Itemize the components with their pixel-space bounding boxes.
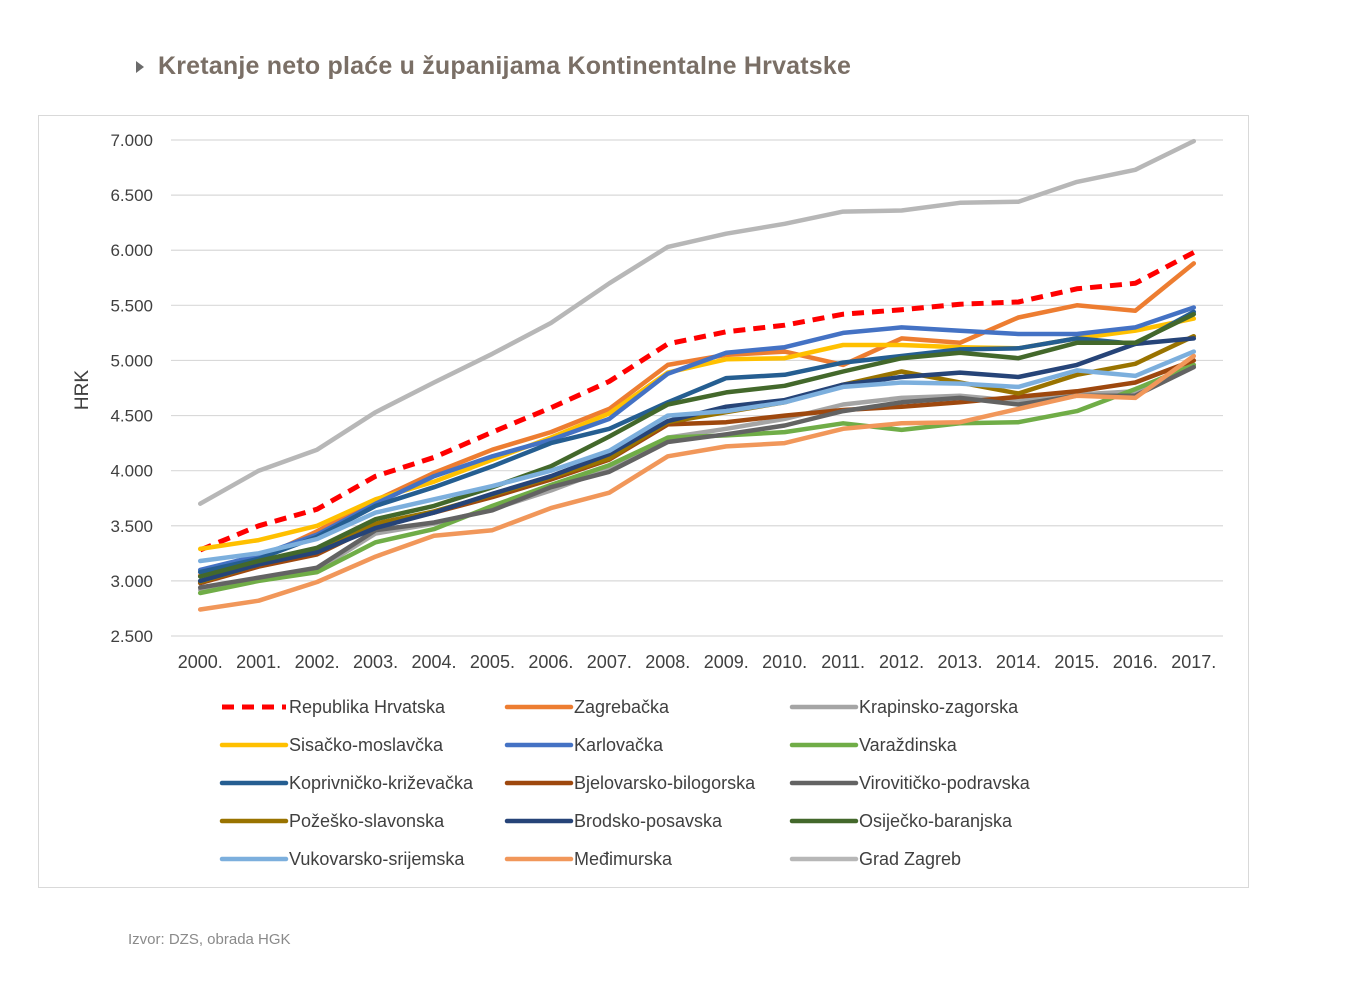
- legend-label: Koprivničko-križevačka: [289, 773, 474, 793]
- series-lines: [197, 138, 1197, 612]
- source-note: Izvor: DZS, obrada HGK: [128, 931, 291, 948]
- legend-label: Republika Hrvatska: [289, 697, 446, 717]
- x-tick-label: 2007.: [587, 652, 632, 672]
- y-tick-label: 6.500: [110, 186, 153, 205]
- x-tick-label: 2004.: [411, 652, 456, 672]
- y-tick-label: 5.000: [110, 351, 153, 370]
- x-tick-label: 2001.: [236, 652, 281, 672]
- legend-label: Zagrebačka: [574, 697, 670, 717]
- x-tick-label: 2012.: [879, 652, 924, 672]
- y-axis-ticks: 2.500 3.000 3.500 4.000 4.500 5.000 5.500 6.000…: [110, 131, 153, 646]
- chart-title: Kretanje neto plaće u županijama Kontine…: [158, 52, 852, 80]
- series-line: [197, 364, 1197, 590]
- legend-label: Osiječko-baranjska: [859, 811, 1013, 831]
- legend-label: Međimurska: [574, 849, 673, 869]
- series-line: [197, 311, 1197, 579]
- y-tick-label: 6.000: [110, 241, 153, 260]
- legend-label: Vukovarsko-srijemska: [289, 849, 465, 869]
- x-tick-label: 2017.: [1171, 652, 1216, 672]
- x-tick-label: 2003.: [353, 652, 398, 672]
- series-line: [197, 362, 1197, 592]
- legend-label: Brodsko-posavska: [574, 811, 723, 831]
- series-line: [197, 333, 1197, 585]
- x-tick-label: 2010.: [762, 652, 807, 672]
- y-axis-label: HRK: [72, 370, 93, 410]
- y-tick-label: 4.500: [110, 407, 153, 426]
- legend-label: Karlovačka: [574, 735, 664, 755]
- legend-label: Virovitičko-podravska: [859, 773, 1031, 793]
- x-tick-label: 2016.: [1113, 652, 1158, 672]
- x-tick-label: 2013.: [937, 652, 982, 672]
- y-tick-label: 2.500: [110, 627, 153, 646]
- caret-right-icon: [136, 60, 144, 73]
- legend-label: Krapinsko-zagorska: [859, 697, 1019, 717]
- y-tick-label: 5.500: [110, 296, 153, 315]
- legend-label: Požeško-slavonska: [289, 811, 445, 831]
- y-tick-label: 3.000: [110, 572, 153, 591]
- chart-frame: [38, 115, 1249, 888]
- legend-label: Bjelovarsko-bilogorska: [574, 773, 756, 793]
- series-line: [199, 250, 1195, 553]
- chart-title-row: Kretanje neto plaće u županijama Kontine…: [136, 52, 851, 81]
- series-line: [197, 353, 1197, 612]
- x-tick-label: 2014.: [996, 652, 1041, 672]
- x-tick-label: 2006.: [528, 652, 573, 672]
- x-tick-label: 2008.: [645, 652, 690, 672]
- legend-label: Varaždinska: [859, 735, 958, 755]
- x-tick-label: 2009.: [704, 652, 749, 672]
- y-tick-label: 3.500: [110, 517, 153, 536]
- series-line: [197, 309, 1197, 575]
- x-tick-label: 2002.: [295, 652, 340, 672]
- series-line: [197, 138, 1197, 506]
- legend-label: Sisačko-moslavčka: [289, 735, 444, 755]
- series-line: [197, 349, 1197, 564]
- x-tick-label: 2005.: [470, 652, 515, 672]
- x-tick-label: 2000.: [178, 652, 223, 672]
- y-tick-label: 7.000: [110, 131, 153, 150]
- y-tick-label: 4.000: [110, 462, 153, 481]
- legend: Republika Hrvatska Zagrebačka Krapinsko-za…: [219, 697, 1031, 869]
- x-axis-ticks: 2000. 2001. 2002. 2003. 2004. 2005. 2006. 2007.…: [178, 652, 1217, 672]
- legend-label: Grad Zagreb: [859, 849, 961, 869]
- x-tick-label: 2011.: [821, 652, 865, 672]
- x-tick-label: 2015.: [1054, 652, 1099, 672]
